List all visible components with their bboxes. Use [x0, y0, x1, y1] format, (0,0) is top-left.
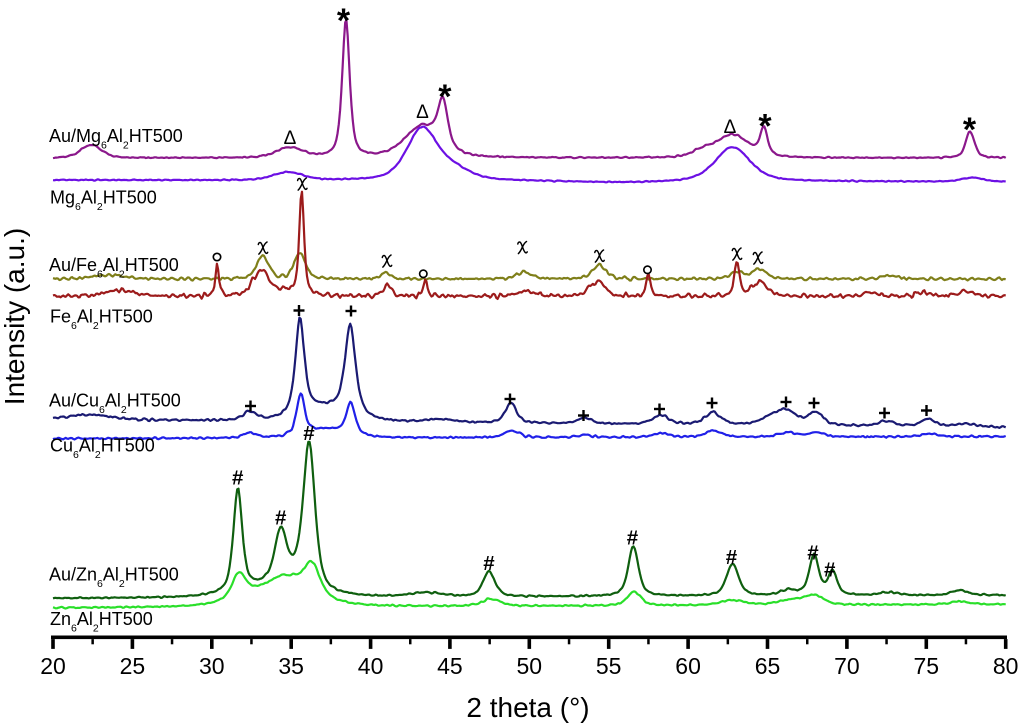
svg-text:#: # [627, 527, 639, 550]
svg-text:30: 30 [199, 653, 225, 679]
svg-text:40: 40 [358, 653, 384, 679]
svg-text:50: 50 [517, 653, 543, 679]
svg-text:60: 60 [675, 653, 701, 679]
svg-text:75: 75 [914, 653, 940, 679]
svg-text:*: * [758, 108, 772, 146]
svg-text:2 theta (°): 2 theta (°) [466, 692, 589, 723]
svg-text:Zn6​Al2​HT500: Zn6​Al2​HT500 [50, 609, 153, 635]
svg-text:20: 20 [40, 653, 66, 679]
svg-text:Fe6​Al2​HT500: Fe6​Al2​HT500 [50, 306, 153, 332]
svg-text:#: # [726, 546, 738, 569]
svg-text:Intensity (a.u.): Intensity (a.u.) [0, 228, 30, 405]
svg-text:45: 45 [437, 653, 463, 679]
svg-text:*: * [438, 78, 452, 116]
svg-text:Δ: Δ [284, 128, 297, 149]
svg-text:25: 25 [120, 653, 146, 679]
svg-text:Au/Mg6​Al2​HT500: Au/Mg6​Al2​HT500 [49, 126, 183, 152]
svg-text:Au/Zn6​Al2​HT500: Au/Zn6​Al2​HT500 [49, 564, 179, 590]
svg-text:70: 70 [834, 653, 860, 679]
svg-text:80: 80 [993, 653, 1019, 679]
svg-text:55: 55 [596, 653, 622, 679]
svg-text:*: * [963, 111, 977, 149]
svg-text:Mg6​Al2​HT500: Mg6​Al2​HT500 [50, 187, 157, 213]
svg-text:#: # [483, 552, 495, 575]
svg-text:35: 35 [278, 653, 304, 679]
svg-text:Au/Cu6​Al2​HT500: Au/Cu6​Al2​HT500 [49, 390, 181, 416]
svg-text:#: # [275, 507, 287, 530]
svg-text:#: # [807, 542, 819, 565]
svg-text:Au/Fe6​Al2​HT500: Au/Fe6​Al2​HT500 [49, 255, 179, 281]
svg-text:#: # [824, 559, 836, 582]
svg-text:*: * [337, 2, 351, 40]
svg-text:#: # [303, 422, 315, 445]
svg-text:Δ: Δ [724, 117, 737, 138]
svg-text:65: 65 [755, 653, 781, 679]
svg-text:#: # [232, 467, 244, 490]
svg-text:Δ: Δ [416, 102, 429, 123]
svg-text:Cu6​Al2​HT500: Cu6​Al2​HT500 [50, 436, 155, 462]
